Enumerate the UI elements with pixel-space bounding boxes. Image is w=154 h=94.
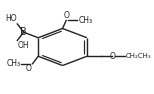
Text: O: O [109, 52, 115, 61]
Text: HO: HO [6, 14, 17, 23]
Text: OH: OH [18, 41, 30, 50]
Text: CH₂CH₃: CH₂CH₃ [125, 53, 151, 59]
Text: O: O [26, 64, 32, 73]
Text: CH₃: CH₃ [6, 59, 21, 68]
Text: CH₃: CH₃ [78, 16, 92, 25]
Text: O: O [63, 11, 69, 20]
Text: B: B [20, 27, 27, 37]
